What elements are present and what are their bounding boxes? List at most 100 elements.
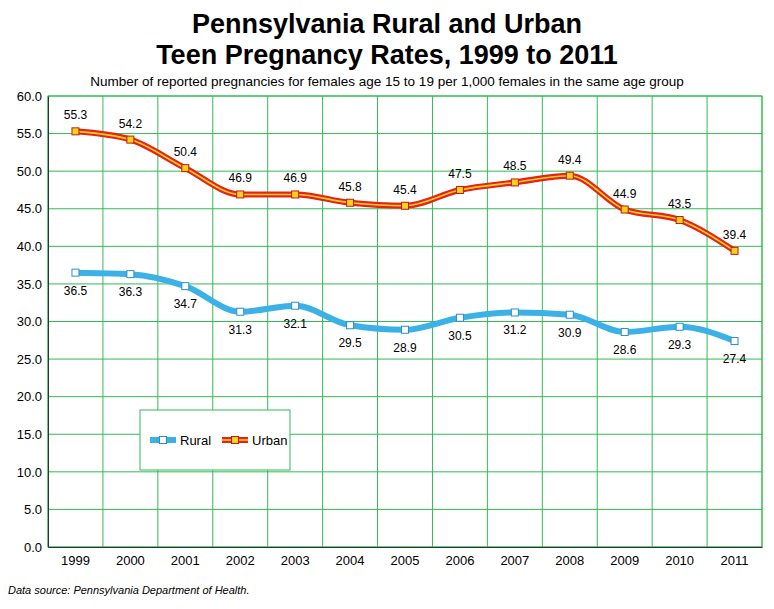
grid-line-x — [652, 96, 653, 547]
series-marker — [621, 329, 628, 336]
series-marker — [511, 179, 518, 186]
y-tick: 15.0 — [17, 427, 48, 442]
grid-line-y — [48, 396, 762, 397]
series-marker — [237, 191, 244, 198]
x-tick: 2007 — [500, 547, 529, 568]
series-marker — [731, 338, 738, 345]
data-labels: 36.536.334.731.332.129.528.930.531.230.9… — [64, 108, 747, 366]
grid-line-x — [157, 96, 158, 547]
data-label: 32.1 — [283, 317, 307, 331]
title: Pennsylvania Rural and Urban — [192, 9, 582, 39]
grid-line-y — [48, 171, 762, 172]
y-tick-label: 20.0 — [17, 389, 42, 404]
y-axis: 0.05.010.015.020.025.030.035.040.045.050… — [17, 89, 49, 555]
series-marker — [402, 202, 409, 209]
series-marker — [72, 128, 79, 135]
x-tick-label: 2005 — [391, 553, 420, 568]
y-tick-label: 45.0 — [17, 201, 42, 216]
legend-swatch — [222, 437, 248, 443]
legend-box — [140, 410, 290, 470]
y-tick-label: 40.0 — [17, 239, 42, 254]
x-tick-label: 2004 — [336, 553, 365, 568]
grid-line-y — [48, 133, 762, 134]
data-label: 27.4 — [723, 352, 747, 366]
x-axis: 1999200020012002200320042005200620072008… — [49, 547, 763, 568]
x-tick-label: 2010 — [665, 553, 694, 568]
y-tick-label: 5.0 — [24, 502, 42, 517]
x-tick: 2005 — [391, 547, 420, 568]
series-marker — [566, 172, 573, 179]
data-label: 44.9 — [613, 187, 637, 201]
y-tick: 40.0 — [17, 239, 48, 254]
data-label: 39.4 — [723, 228, 747, 242]
series-marker — [402, 326, 409, 333]
data-label: 46.9 — [229, 171, 253, 185]
data-label: 45.4 — [393, 183, 417, 197]
x-tick-label: 2000 — [116, 553, 145, 568]
legend-swatch — [150, 437, 176, 443]
series-line — [75, 131, 734, 251]
series-marker — [676, 323, 683, 330]
series-marker — [292, 191, 299, 198]
grid-line-x — [542, 96, 543, 547]
plot-frame — [48, 96, 762, 547]
series-marker — [182, 283, 189, 290]
y-tick-label: 35.0 — [17, 277, 42, 292]
grid-line-x — [432, 96, 433, 547]
axis-line — [48, 97, 49, 548]
grid — [48, 96, 762, 547]
data-label: 31.2 — [503, 323, 527, 337]
x-tick-label: 2001 — [171, 553, 200, 568]
x-tick: 2010 — [665, 547, 694, 568]
y-tick: 45.0 — [17, 201, 48, 216]
grid-line-y — [48, 471, 762, 472]
y-tick-label: 25.0 — [17, 352, 42, 367]
x-tick-label: 2006 — [445, 553, 474, 568]
y-tick: 30.0 — [17, 314, 48, 329]
series-marker — [566, 311, 573, 318]
legend-marker — [232, 437, 239, 444]
series-marker — [347, 199, 354, 206]
x-tick: 2001 — [171, 547, 200, 568]
legend-marker — [160, 437, 167, 444]
legend-item: Urban — [222, 433, 287, 448]
grid-line-x — [377, 96, 378, 547]
data-label: 45.8 — [338, 180, 362, 194]
x-tick-label: 1999 — [61, 553, 90, 568]
legend: RuralUrban — [140, 410, 290, 470]
data-label: 36.5 — [64, 284, 88, 298]
x-tick-label: 2003 — [281, 553, 310, 568]
x-tick: 2004 — [336, 547, 365, 568]
data-label: 47.5 — [448, 167, 472, 181]
data-label: 30.5 — [448, 329, 472, 343]
grid-line-y — [48, 246, 762, 247]
data-label: 28.6 — [613, 343, 637, 357]
x-tick-label: 2002 — [226, 553, 255, 568]
grid-line-y — [48, 283, 762, 284]
data-label: 31.3 — [229, 323, 253, 337]
x-tick: 1999 — [61, 547, 90, 568]
y-tick-label: 15.0 — [17, 427, 42, 442]
series-marker — [292, 302, 299, 309]
grid-line-y — [48, 359, 762, 360]
y-tick-label: 55.0 — [17, 126, 42, 141]
data-label: 50.4 — [174, 145, 198, 159]
y-tick-label: 30.0 — [17, 314, 42, 329]
source-note: Data source: Pennsylvania Department of … — [8, 584, 250, 596]
grid-line-x — [267, 96, 268, 547]
y-tick-label: 60.0 — [17, 89, 42, 104]
x-tick: 2002 — [226, 547, 255, 568]
plot-marks — [72, 128, 738, 345]
x-tick: 2006 — [445, 547, 474, 568]
y-tick: 35.0 — [17, 277, 48, 292]
data-label: 30.9 — [558, 326, 582, 340]
data-label: 54.2 — [119, 117, 143, 131]
y-tick: 5.0 — [24, 502, 48, 517]
series-marker — [347, 322, 354, 329]
data-label: 49.4 — [558, 153, 582, 167]
series-marker — [511, 309, 518, 316]
x-tick: 2003 — [281, 547, 310, 568]
series-marker — [72, 269, 79, 276]
data-label: 55.3 — [64, 108, 88, 122]
x-tick: 2000 — [116, 547, 145, 568]
